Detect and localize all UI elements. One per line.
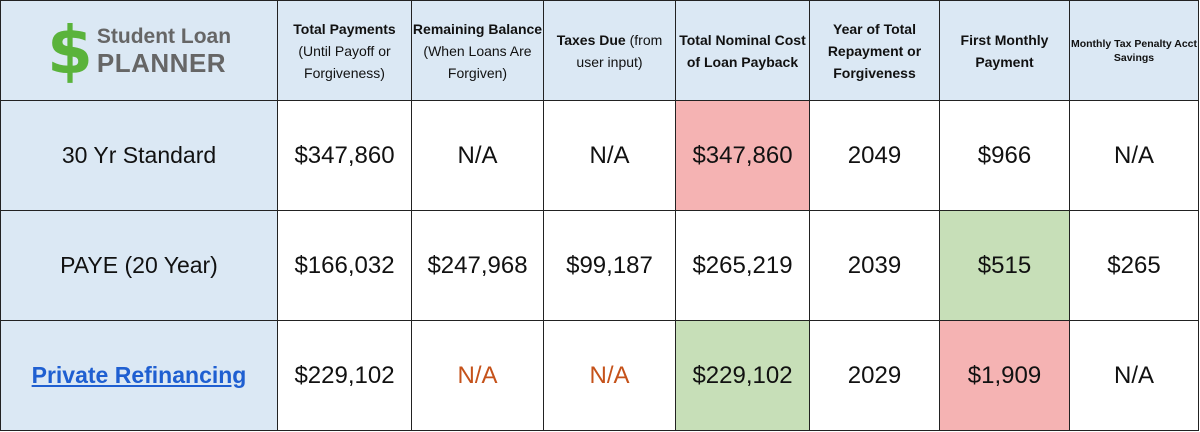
table-cell: $99,187 — [543, 210, 676, 321]
table-cell: $1,909 — [939, 320, 1070, 431]
table-cell: 2029 — [809, 320, 940, 431]
logo-cell: $ Student Loan PLANNER — [0, 0, 278, 101]
private-refinancing-link[interactable]: Private Refinancing — [31, 362, 247, 388]
table-cell: $347,860 — [277, 100, 412, 211]
header-first-monthly-payment: First Monthly Payment — [939, 0, 1070, 101]
table-cell: $347,860 — [675, 100, 810, 211]
table-cell: N/A — [1069, 100, 1199, 211]
row-label: PAYE (20 Year) — [0, 210, 278, 321]
header-total-payments: Total Payments (Until Payoff or Forgivene… — [277, 0, 412, 101]
dollar-sign-icon: $ — [46, 11, 93, 89]
table-cell: N/A — [543, 320, 676, 431]
table-cell: $265 — [1069, 210, 1199, 321]
header-monthly-tax-penalty: Monthly Tax Penalty Acct Savings — [1069, 0, 1199, 101]
row-label: 30 Yr Standard — [0, 100, 278, 211]
logo-line-1: Student Loan — [96, 24, 232, 48]
table-cell: 2039 — [809, 210, 940, 321]
student-loan-planner-logo: $ Student Loan PLANNER — [2, 2, 277, 100]
header-total-nominal-cost: Total Nominal Cost of Loan Payback — [675, 0, 810, 101]
table-row: Private Refinancing $229,102 N/A N/A $22… — [0, 320, 1199, 431]
header-taxes-due: Taxes Due (from user input) — [543, 0, 676, 101]
header-remaining-balance: Remaining Balance (When Loans Are Forgiv… — [411, 0, 544, 101]
table-cell: N/A — [543, 100, 676, 211]
table-cell: $515 — [939, 210, 1070, 321]
logo-line-2: PLANNER — [96, 47, 227, 78]
row-label: Private Refinancing — [0, 320, 278, 431]
table-cell: N/A — [411, 320, 544, 431]
table-cell: N/A — [411, 100, 544, 211]
table-cell: $166,032 — [277, 210, 412, 321]
table-cell: $229,102 — [277, 320, 412, 431]
header-row: $ Student Loan PLANNER Total Payments (Un… — [0, 0, 1199, 101]
table-cell: N/A — [1069, 320, 1199, 431]
table-row: 30 Yr Standard $347,860 N/A N/A $347,860… — [0, 100, 1199, 211]
table-cell: 2049 — [809, 100, 940, 211]
table-cell: $265,219 — [675, 210, 810, 321]
table-row: PAYE (20 Year) $166,032 $247,968 $99,187… — [0, 210, 1199, 321]
table-cell: $229,102 — [675, 320, 810, 431]
header-year-of-repayment: Year of Total Repayment or Forgiveness — [809, 0, 940, 101]
table-cell: $966 — [939, 100, 1070, 211]
table-cell: $247,968 — [411, 210, 544, 321]
